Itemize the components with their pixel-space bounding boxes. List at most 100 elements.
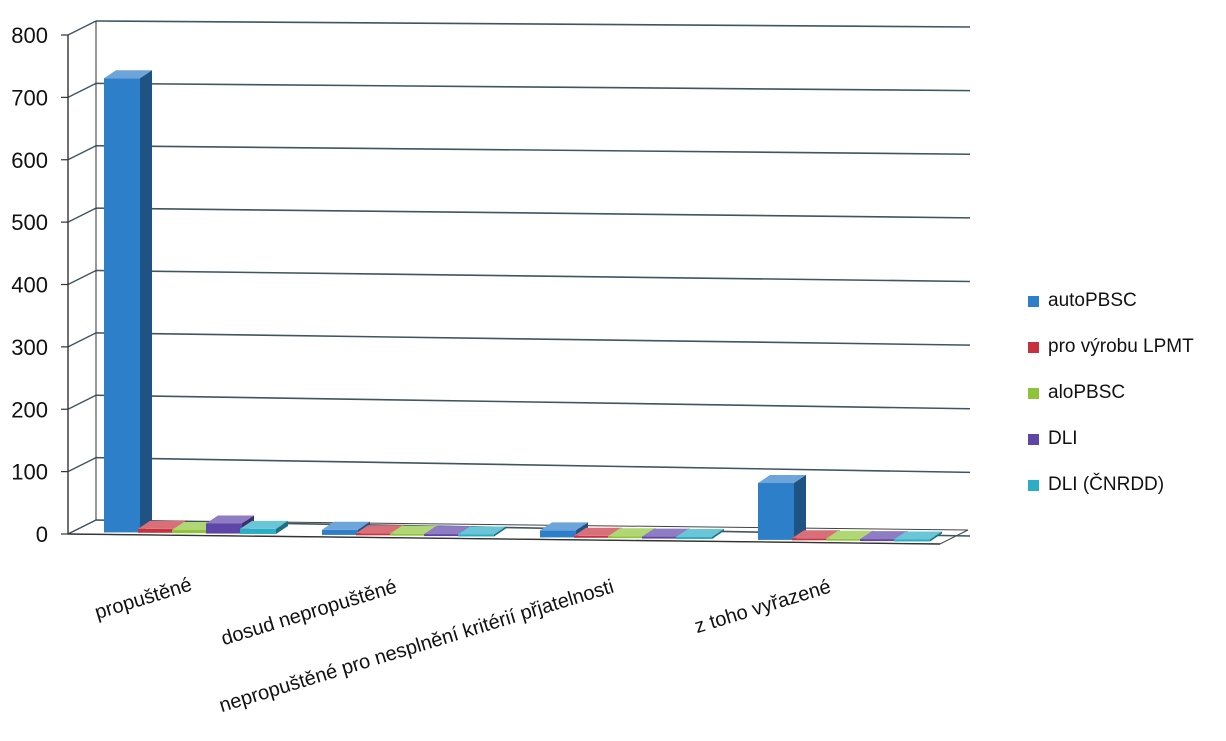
bar-front bbox=[356, 533, 392, 536]
axes bbox=[61, 21, 941, 545]
legend-entry: pro výrobu LPMT bbox=[1028, 324, 1194, 370]
legend-entry: autoPBSC bbox=[1028, 278, 1194, 324]
bar-front bbox=[240, 528, 276, 534]
y-tick-label: 500 bbox=[11, 210, 48, 235]
gridline bbox=[95, 269, 971, 283]
bar-top bbox=[826, 530, 874, 539]
bar-top bbox=[138, 520, 186, 529]
bar-top bbox=[424, 526, 472, 535]
y-tick-label: 800 bbox=[11, 23, 48, 48]
x-tick-label: dosud nepropuštěné bbox=[219, 576, 400, 650]
gridline bbox=[95, 144, 971, 156]
legend-label: aloPBSC bbox=[1048, 382, 1126, 403]
bar-front bbox=[860, 539, 896, 542]
legend-swatch bbox=[1028, 387, 1039, 399]
bar-front bbox=[424, 534, 460, 537]
x-axis-labels: propuštěné dosud nepropuštěnénepropuštěné… bbox=[92, 574, 833, 717]
bar-top bbox=[540, 522, 588, 531]
legend-entry: DLI (ČNRDD) bbox=[1028, 462, 1194, 508]
gridline-depth bbox=[67, 456, 97, 473]
gridline-depth bbox=[67, 269, 97, 286]
gridline-depth bbox=[67, 82, 97, 99]
bar-front bbox=[104, 78, 140, 533]
gridline-depth bbox=[67, 20, 97, 36]
gridline bbox=[95, 332, 971, 346]
legend-swatch bbox=[1028, 433, 1039, 445]
bar-top bbox=[322, 521, 370, 530]
bar-dli-nrdd--1 bbox=[458, 526, 506, 537]
legend-label: DLI bbox=[1048, 428, 1078, 449]
x-axis-line bbox=[67, 533, 941, 545]
legend-entry: aloPBSC bbox=[1028, 370, 1194, 416]
bar-side bbox=[930, 531, 942, 542]
bar-front bbox=[138, 528, 174, 533]
bar-dli-nrdd--0 bbox=[240, 520, 288, 534]
bar-front bbox=[826, 538, 862, 541]
bar-top bbox=[642, 528, 690, 537]
bar-front bbox=[390, 533, 426, 536]
legend-entry: DLI bbox=[1028, 416, 1194, 462]
y-tick-label: 700 bbox=[11, 85, 48, 110]
y-tick-label: 100 bbox=[11, 460, 48, 485]
bar-top bbox=[458, 526, 506, 535]
bar-top bbox=[104, 70, 152, 79]
bar-top bbox=[356, 525, 404, 534]
gridline bbox=[95, 207, 971, 219]
legend-swatch bbox=[1028, 295, 1039, 307]
bar-top bbox=[758, 475, 806, 484]
bar-autopbsc-0 bbox=[104, 70, 152, 533]
bar-front bbox=[792, 538, 828, 541]
y-tick-label: 400 bbox=[11, 273, 48, 298]
bar-side bbox=[140, 70, 152, 533]
legend-swatch bbox=[1028, 479, 1039, 491]
gridline-depth bbox=[67, 207, 97, 223]
y-tick-label: 300 bbox=[11, 335, 48, 360]
bar-front bbox=[676, 536, 712, 539]
x-tick-label: propuštěné bbox=[92, 574, 194, 624]
bar-autopbsc-3 bbox=[758, 475, 806, 540]
bar-front bbox=[758, 483, 794, 540]
bar-front bbox=[574, 535, 610, 538]
x-tick-label: nepropuštěné pro nesplnění kritérií přja… bbox=[217, 576, 617, 717]
bar-side bbox=[794, 475, 806, 540]
bar-top bbox=[894, 531, 942, 540]
gridline bbox=[95, 82, 971, 92]
bar-front bbox=[642, 536, 678, 539]
gridline bbox=[95, 20, 971, 28]
bar-side bbox=[494, 526, 506, 537]
bar-top bbox=[676, 528, 724, 537]
legend-label: autoPBSC bbox=[1048, 290, 1137, 311]
y-axis-ticks: 0 100 200 300 400 500 600 700 800 bbox=[11, 23, 48, 547]
gridline-depth bbox=[67, 332, 97, 348]
bar-top bbox=[792, 530, 840, 539]
gridline-depth bbox=[67, 519, 97, 535]
bar-top bbox=[390, 525, 438, 534]
bar-side bbox=[712, 528, 724, 539]
legend-label: DLI (ČNRDD) bbox=[1048, 474, 1165, 495]
bar-top bbox=[860, 531, 908, 540]
gridline bbox=[95, 394, 971, 410]
gridline-depth bbox=[67, 394, 97, 410]
legend: autoPBSC pro výrobu LPMT aloPBSC DLI DLI (ČN… bbox=[1028, 278, 1194, 508]
bars bbox=[104, 70, 942, 542]
bar-top bbox=[240, 520, 288, 529]
bar-front bbox=[172, 529, 208, 534]
bar-front bbox=[608, 536, 644, 539]
x-tick-label: z toho vyřazené bbox=[692, 576, 833, 638]
bar-dli-nrdd--2 bbox=[676, 528, 724, 539]
y-tick-label: 600 bbox=[11, 148, 48, 173]
legend-label: pro výrobu LPMT bbox=[1048, 336, 1194, 357]
back-wall bbox=[96, 14, 970, 520]
bar-dli-nrdd--3 bbox=[894, 531, 942, 542]
gridline bbox=[95, 456, 971, 474]
bar-top bbox=[574, 527, 622, 536]
legend-swatch bbox=[1028, 341, 1039, 353]
y-tick-label: 200 bbox=[11, 397, 48, 422]
bar-side bbox=[276, 520, 288, 534]
bar-front bbox=[322, 529, 358, 535]
bar-front bbox=[458, 534, 494, 537]
bar-front bbox=[540, 530, 576, 538]
bar-front bbox=[894, 539, 930, 542]
